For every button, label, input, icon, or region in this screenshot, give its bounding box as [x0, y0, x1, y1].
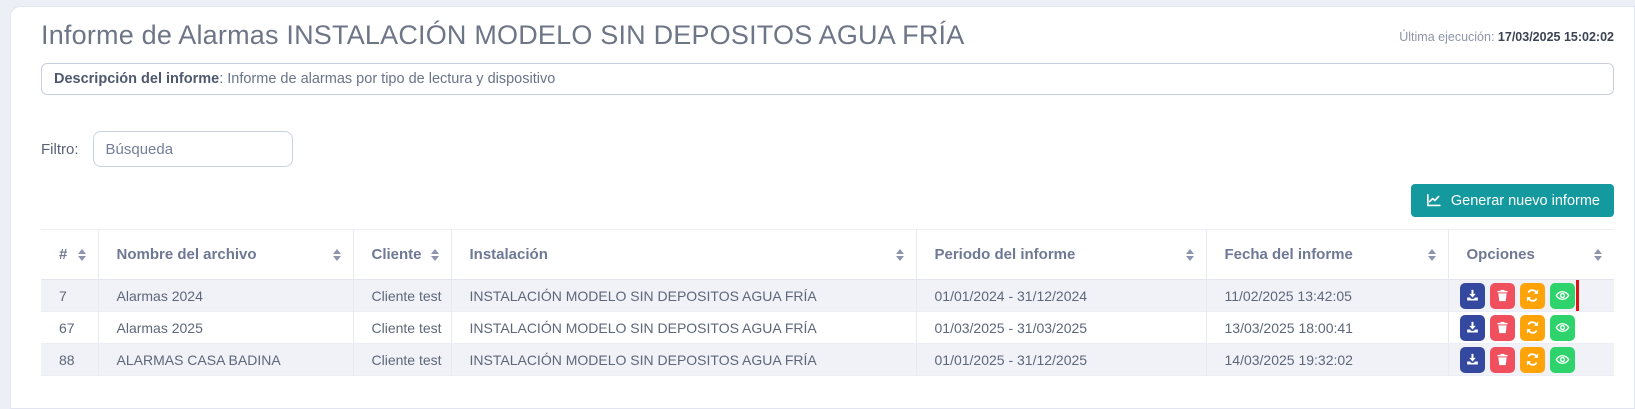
download-button[interactable] — [1459, 314, 1485, 341]
download-icon — [1465, 320, 1480, 335]
sort-icon[interactable] — [1594, 248, 1602, 261]
table-row: 7 Alarmas 2024 Cliente test INSTALACIÓN … — [41, 279, 1614, 312]
cell-report-date: 14/03/2025 19:32:02 — [1206, 343, 1449, 376]
view-button[interactable] — [1549, 282, 1575, 309]
cell-file-name: Alarmas 2024 — [98, 279, 354, 312]
action-buttons — [1459, 346, 1575, 373]
sync-icon — [1525, 288, 1540, 303]
page-title: Informe de Alarmas INSTALACIÓN MODELO SI… — [41, 20, 965, 50]
filter-row: Filtro: — [41, 131, 1614, 167]
cell-options — [1448, 311, 1614, 344]
report-description-text: : Informe de alarmas por tipo de lectura… — [219, 71, 556, 87]
eye-icon — [1555, 288, 1570, 303]
refresh-button[interactable] — [1519, 314, 1545, 341]
cell-period: 01/01/2024 - 31/12/2024 — [916, 279, 1207, 312]
sort-icon[interactable] — [1427, 248, 1436, 261]
column-header[interactable]: Cliente — [353, 229, 452, 280]
cell-id: 88 — [41, 343, 99, 376]
sort-icon[interactable] — [1185, 248, 1194, 261]
action-buttons — [1448, 279, 1579, 311]
refresh-button[interactable] — [1519, 346, 1545, 373]
refresh-button[interactable] — [1519, 282, 1545, 309]
actions-row: Generar nuevo informe — [41, 184, 1614, 217]
delete-button[interactable] — [1489, 282, 1515, 309]
cell-id: 7 — [41, 279, 99, 312]
cell-installation: INSTALACIÓN MODELO SIN DEPOSITOS AGUA FR… — [451, 343, 917, 376]
cell-client: Cliente test — [353, 311, 452, 344]
column-header[interactable]: # — [41, 229, 99, 280]
download-button[interactable] — [1459, 282, 1485, 309]
eye-icon — [1555, 320, 1570, 335]
table-row: 88 ALARMAS CASA BADINA Cliente test INST… — [41, 343, 1614, 376]
trash-icon — [1495, 352, 1510, 367]
trash-icon — [1495, 320, 1510, 335]
column-header[interactable]: Periodo del informe — [916, 229, 1207, 280]
trash-icon — [1495, 288, 1510, 303]
column-header[interactable]: Fecha del informe — [1206, 229, 1449, 280]
action-buttons — [1459, 314, 1575, 341]
sort-icon[interactable] — [77, 248, 86, 261]
cell-report-date: 11/02/2025 13:42:05 — [1206, 279, 1449, 312]
cell-id: 67 — [41, 311, 99, 344]
cell-client: Cliente test — [353, 279, 452, 312]
view-button[interactable] — [1549, 314, 1575, 341]
cell-report-date: 13/03/2025 18:00:41 — [1206, 311, 1449, 344]
last-execution-label: Última ejecución: — [1399, 30, 1495, 44]
filter-label: Filtro: — [41, 140, 79, 158]
cell-file-name: Alarmas 2025 — [98, 311, 354, 344]
cell-period: 01/01/2025 - 31/12/2025 — [916, 343, 1207, 376]
cell-installation: INSTALACIÓN MODELO SIN DEPOSITOS AGUA FR… — [451, 311, 917, 344]
table-body: 7 Alarmas 2024 Cliente test INSTALACIÓN … — [41, 279, 1614, 376]
delete-button[interactable] — [1489, 314, 1515, 341]
search-input[interactable] — [92, 131, 293, 167]
generate-report-button[interactable]: Generar nuevo informe — [1410, 184, 1614, 217]
report-description: Descripción del informe: Informe de alar… — [41, 63, 1614, 95]
reports-table: # Nombre del archivo Cliente Instalación… — [41, 229, 1614, 376]
report-description-label: Descripción del informe — [54, 71, 220, 87]
download-button[interactable] — [1459, 346, 1485, 373]
cell-file-name: ALARMAS CASA BADINA — [98, 343, 354, 376]
last-execution-value: 17/03/2025 15:02:02 — [1497, 30, 1614, 44]
download-icon — [1465, 288, 1480, 303]
table-header: # Nombre del archivo Cliente Instalación… — [41, 229, 1614, 280]
sync-icon — [1525, 352, 1540, 367]
report-card: Informe de Alarmas INSTALACIÓN MODELO SI… — [10, 6, 1635, 409]
delete-button[interactable] — [1489, 346, 1515, 373]
sync-icon — [1525, 320, 1540, 335]
eye-icon — [1555, 352, 1570, 367]
download-icon — [1465, 352, 1480, 367]
page-header: Informe de Alarmas INSTALACIÓN MODELO SI… — [41, 20, 1614, 51]
cell-period: 01/03/2025 - 31/03/2025 — [916, 311, 1207, 344]
cell-options — [1448, 343, 1614, 376]
view-button[interactable] — [1549, 346, 1575, 373]
cell-options — [1448, 279, 1614, 312]
sort-icon[interactable] — [895, 248, 904, 261]
cell-installation: INSTALACIÓN MODELO SIN DEPOSITOS AGUA FR… — [451, 279, 917, 312]
generate-report-label: Generar nuevo informe — [1450, 192, 1600, 209]
sort-icon[interactable] — [332, 248, 341, 261]
table-row: 67 Alarmas 2025 Cliente test INSTALACIÓN… — [41, 311, 1614, 344]
last-execution: Última ejecución: 17/03/2025 15:02:02 — [1399, 30, 1614, 44]
column-header[interactable]: Opciones — [1448, 229, 1614, 280]
column-header[interactable]: Instalación — [451, 229, 917, 280]
cell-client: Cliente test — [353, 343, 452, 376]
sort-icon[interactable] — [430, 248, 439, 261]
chart-line-icon — [1425, 192, 1442, 209]
column-header[interactable]: Nombre del archivo — [98, 229, 354, 280]
